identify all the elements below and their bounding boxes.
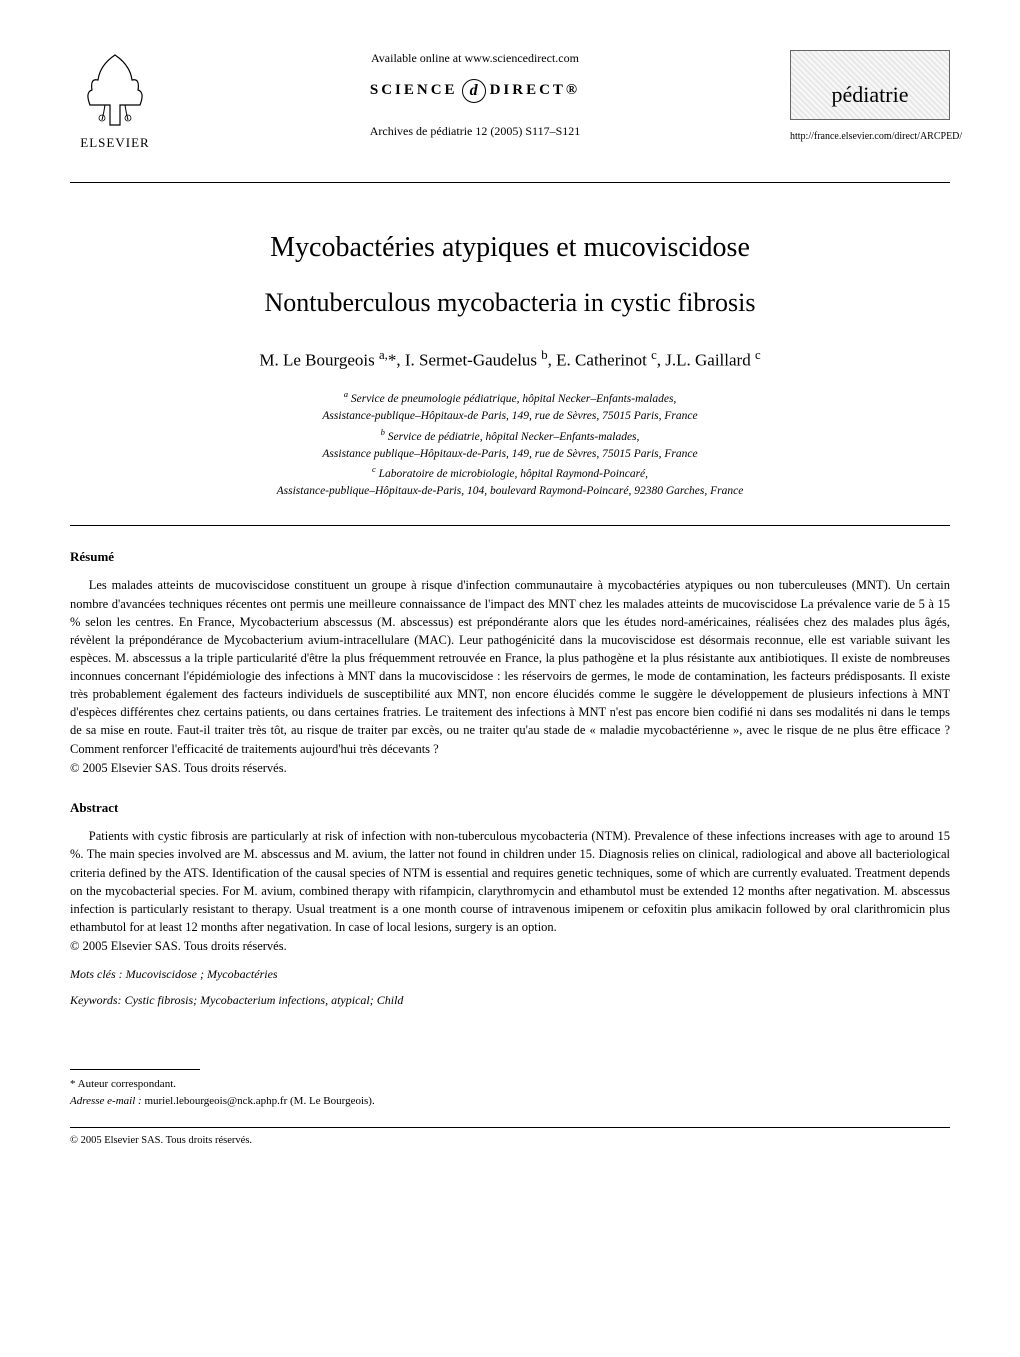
affiliations: a Service de pneumologie pédiatrique, hô… [70, 388, 950, 500]
resume-heading: Résumé [70, 548, 950, 566]
keywords-value: Cystic fibrosis; Mycobacterium infection… [122, 993, 404, 1007]
journal-reference: Archives de pédiatrie 12 (2005) S117–S12… [180, 123, 770, 140]
title-block: Mycobactéries atypiques et mucoviscidose… [70, 228, 950, 500]
journal-logo-block: pédiatrie http://france.elsevier.com/dir… [790, 50, 950, 144]
bottom-rule [70, 1127, 950, 1128]
available-online-text: Available online at www.sciencedirect.co… [180, 50, 770, 67]
direct-text: DIRECT® [490, 80, 581, 101]
mots-cles-line: Mots clés : Mucoviscidose ; Mycobactérie… [70, 966, 950, 983]
journal-logo-text: pédiatrie [832, 80, 909, 111]
corresponding-author: * Auteur correspondant. [70, 1076, 950, 1093]
journal-logo-box: pédiatrie [790, 50, 950, 120]
header-row: ELSEVIER Available online at www.science… [70, 50, 950, 152]
abstract-heading: Abstract [70, 799, 950, 817]
science-text: SCIENCE [370, 80, 458, 101]
keywords-line: Keywords: Cystic fibrosis; Mycobacterium… [70, 992, 950, 1009]
keywords-label: Keywords: [70, 993, 122, 1007]
abstract-copyright: © 2005 Elsevier SAS. Tous droits réservé… [70, 938, 950, 956]
divider [70, 182, 950, 183]
publisher-name: ELSEVIER [80, 134, 149, 152]
bottom-copyright: © 2005 Elsevier SAS. Tous droits réservé… [70, 1134, 950, 1149]
resume-copyright: © 2005 Elsevier SAS. Tous droits réservé… [70, 760, 950, 778]
divider [70, 525, 950, 526]
publisher-logo: ELSEVIER [70, 50, 160, 152]
email-label: Adresse e-mail : [70, 1095, 142, 1107]
authors-line: M. Le Bourgeois a,*, I. Sermet-Gaudelus … [70, 347, 950, 372]
mots-cles-label: Mots clés : [70, 967, 123, 981]
center-header: Available online at www.sciencedirect.co… [160, 50, 790, 140]
sciencedirect-d-icon: d [462, 79, 486, 103]
author-email: Adresse e-mail : muriel.lebourgeois@nck.… [70, 1093, 950, 1110]
abstract-body: Patients with cystic fibrosis are partic… [70, 827, 950, 936]
mots-cles-value: Mucoviscidose ; Mycobactéries [123, 967, 278, 981]
journal-url[interactable]: http://france.elsevier.com/direct/ARCPED… [790, 130, 950, 144]
science-direct-logo: SCIENCE d DIRECT® [180, 79, 770, 103]
article-title-french: Mycobactéries atypiques et mucoviscidose [70, 228, 950, 267]
resume-body: Les malades atteints de mucoviscidose co… [70, 576, 950, 757]
article-title-english: Nontuberculous mycobacteria in cystic fi… [70, 285, 950, 321]
elsevier-tree-icon [80, 50, 150, 130]
email-value[interactable]: muriel.lebourgeois@nck.aphp.fr (M. Le Bo… [142, 1095, 375, 1107]
footnote-rule [70, 1069, 200, 1070]
